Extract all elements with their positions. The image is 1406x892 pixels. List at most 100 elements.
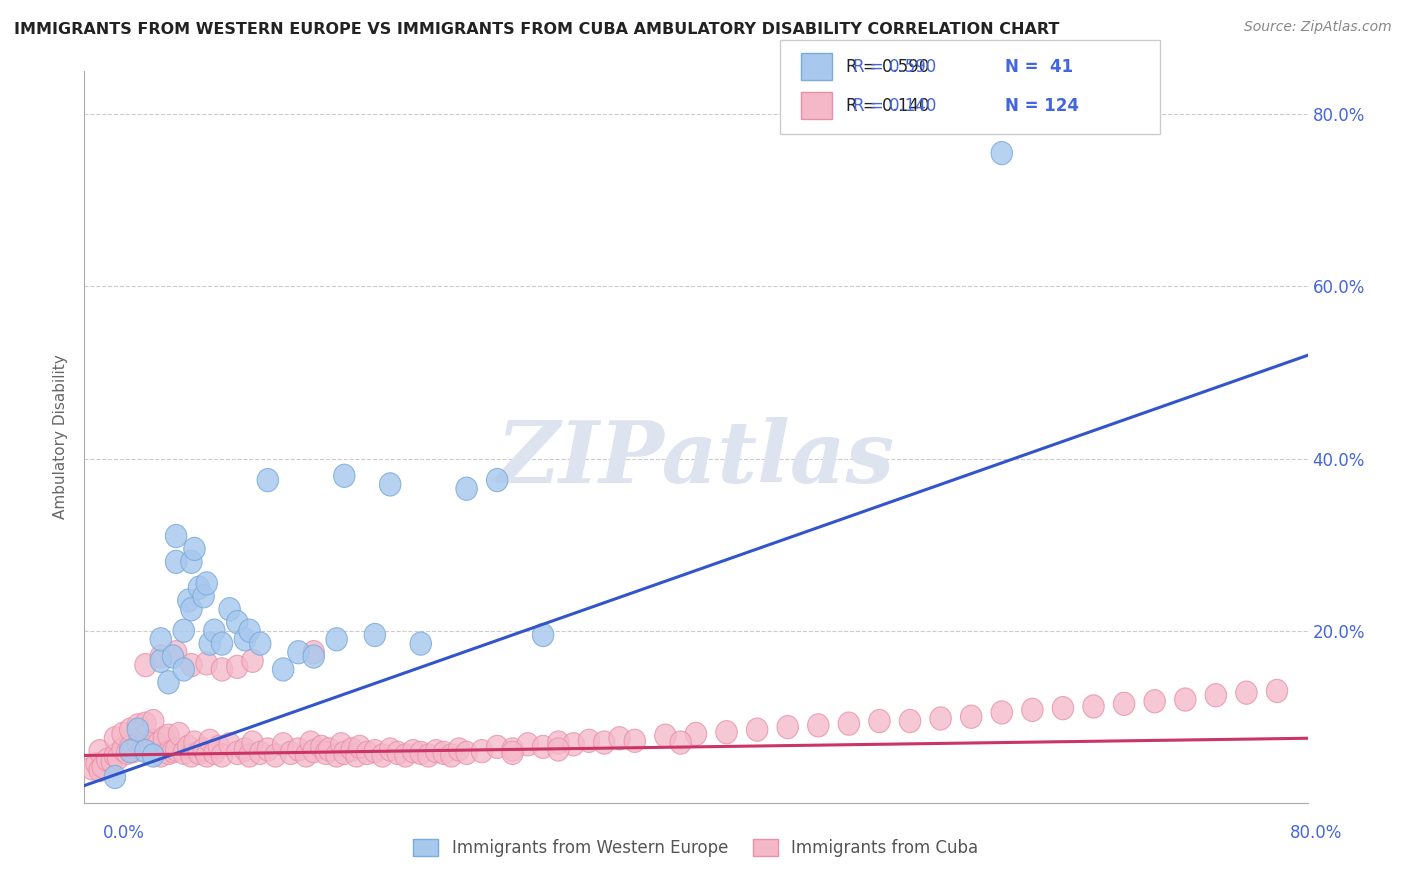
Ellipse shape xyxy=(330,732,352,756)
Ellipse shape xyxy=(150,628,172,651)
Ellipse shape xyxy=(195,744,218,767)
Ellipse shape xyxy=(364,624,385,647)
Ellipse shape xyxy=(685,723,707,746)
Ellipse shape xyxy=(304,640,325,664)
Ellipse shape xyxy=(219,598,240,621)
Ellipse shape xyxy=(280,741,301,764)
Ellipse shape xyxy=(127,718,149,741)
Ellipse shape xyxy=(747,718,768,741)
Ellipse shape xyxy=(402,739,423,763)
Ellipse shape xyxy=(655,724,676,747)
Ellipse shape xyxy=(184,537,205,560)
Ellipse shape xyxy=(195,652,218,675)
Ellipse shape xyxy=(960,706,981,729)
Ellipse shape xyxy=(486,735,508,758)
Ellipse shape xyxy=(315,741,336,764)
Ellipse shape xyxy=(502,738,523,761)
Ellipse shape xyxy=(342,738,363,761)
Ellipse shape xyxy=(533,735,554,758)
Ellipse shape xyxy=(1236,681,1257,705)
Ellipse shape xyxy=(304,739,325,763)
Ellipse shape xyxy=(135,654,156,677)
Ellipse shape xyxy=(1174,688,1197,711)
Ellipse shape xyxy=(249,741,271,764)
Ellipse shape xyxy=(593,731,614,754)
Ellipse shape xyxy=(104,727,125,750)
Ellipse shape xyxy=(211,632,232,656)
Text: IMMIGRANTS FROM WESTERN EUROPE VS IMMIGRANTS FROM CUBA AMBULATORY DISABILITY COR: IMMIGRANTS FROM WESTERN EUROPE VS IMMIGR… xyxy=(14,22,1060,37)
Ellipse shape xyxy=(193,738,214,761)
Ellipse shape xyxy=(211,657,232,681)
Ellipse shape xyxy=(502,741,523,764)
Ellipse shape xyxy=(264,744,287,767)
Legend: Immigrants from Western Europe, Immigrants from Cuba: Immigrants from Western Europe, Immigran… xyxy=(406,832,986,864)
Ellipse shape xyxy=(273,732,294,756)
Ellipse shape xyxy=(311,735,332,758)
Ellipse shape xyxy=(97,748,118,772)
Ellipse shape xyxy=(333,464,354,487)
Ellipse shape xyxy=(142,709,165,732)
Ellipse shape xyxy=(135,712,156,735)
Ellipse shape xyxy=(177,589,200,612)
Ellipse shape xyxy=(107,747,129,770)
Ellipse shape xyxy=(157,741,179,764)
Ellipse shape xyxy=(138,735,159,758)
Ellipse shape xyxy=(235,738,256,761)
Ellipse shape xyxy=(326,744,347,767)
Ellipse shape xyxy=(195,572,218,595)
Ellipse shape xyxy=(249,632,271,656)
Ellipse shape xyxy=(1205,683,1226,706)
Ellipse shape xyxy=(411,632,432,656)
Ellipse shape xyxy=(101,750,122,773)
Ellipse shape xyxy=(204,619,225,642)
Text: Source: ZipAtlas.com: Source: ZipAtlas.com xyxy=(1244,20,1392,34)
Ellipse shape xyxy=(142,730,165,753)
Ellipse shape xyxy=(346,744,367,767)
Text: R = 0.140: R = 0.140 xyxy=(846,97,929,115)
Ellipse shape xyxy=(181,654,202,677)
Ellipse shape xyxy=(150,744,172,767)
Ellipse shape xyxy=(150,649,172,673)
Ellipse shape xyxy=(104,765,125,789)
Ellipse shape xyxy=(299,731,322,754)
Ellipse shape xyxy=(239,744,260,767)
Ellipse shape xyxy=(440,744,463,767)
Ellipse shape xyxy=(671,731,692,754)
Ellipse shape xyxy=(166,738,187,761)
Ellipse shape xyxy=(1083,695,1104,718)
Ellipse shape xyxy=(112,738,134,761)
Ellipse shape xyxy=(1267,680,1288,703)
Ellipse shape xyxy=(135,731,156,754)
Ellipse shape xyxy=(169,723,190,746)
Text: ZIPatlas: ZIPatlas xyxy=(496,417,896,500)
Ellipse shape xyxy=(1052,697,1074,720)
Ellipse shape xyxy=(418,744,439,767)
Ellipse shape xyxy=(991,701,1012,724)
Ellipse shape xyxy=(471,739,492,763)
Ellipse shape xyxy=(157,724,179,747)
Ellipse shape xyxy=(357,741,378,764)
Ellipse shape xyxy=(456,477,477,500)
Text: R = 0.590: R = 0.590 xyxy=(846,58,929,76)
Text: N =  41: N = 41 xyxy=(1005,58,1073,76)
Ellipse shape xyxy=(456,741,477,764)
Ellipse shape xyxy=(433,741,454,764)
Ellipse shape xyxy=(86,753,107,776)
Ellipse shape xyxy=(188,576,209,599)
Ellipse shape xyxy=(166,550,187,574)
Ellipse shape xyxy=(242,731,263,754)
Ellipse shape xyxy=(89,758,110,781)
Ellipse shape xyxy=(89,739,110,763)
Ellipse shape xyxy=(120,718,141,741)
Ellipse shape xyxy=(127,732,149,756)
Ellipse shape xyxy=(150,645,172,668)
Ellipse shape xyxy=(132,738,153,761)
Ellipse shape xyxy=(173,657,194,681)
Ellipse shape xyxy=(135,739,156,763)
Ellipse shape xyxy=(869,709,890,732)
Ellipse shape xyxy=(380,473,401,496)
Ellipse shape xyxy=(624,730,645,753)
Ellipse shape xyxy=(148,732,169,756)
Ellipse shape xyxy=(1022,698,1043,722)
Ellipse shape xyxy=(181,598,202,621)
